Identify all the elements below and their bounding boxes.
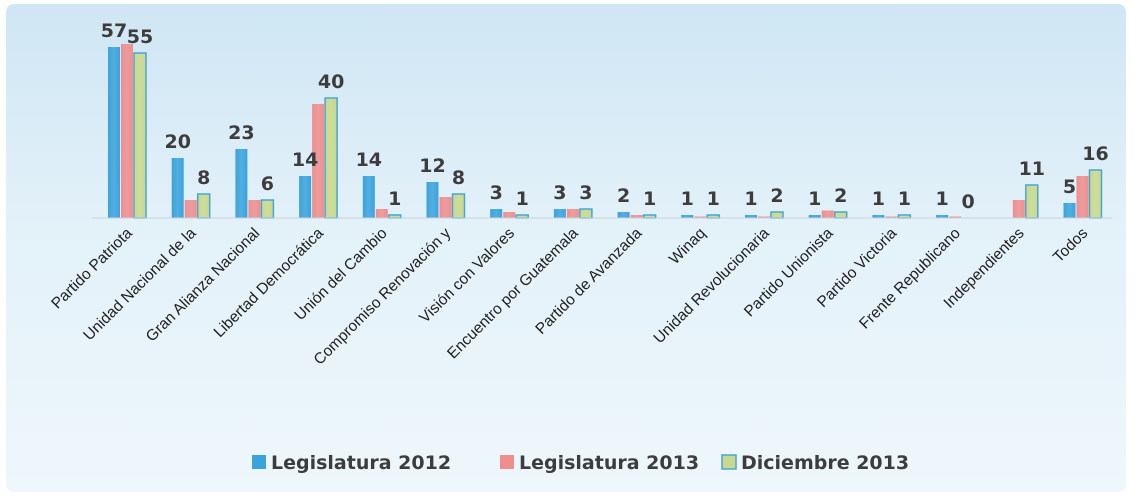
category-label-2: Unidad Nacional de la — [80, 225, 200, 345]
bar-3-11 — [770, 211, 784, 219]
data-label-3-1: 55 — [127, 26, 153, 48]
category-label-16: Todos — [1050, 225, 1091, 266]
data-label-1-3: 23 — [228, 122, 254, 144]
category-label-8: Encuentro por Guatemala — [444, 225, 582, 363]
bar-1-6 — [426, 182, 439, 218]
bar-1-16 — [1063, 203, 1076, 218]
bar-2-8 — [566, 209, 579, 218]
bar-1-12 — [808, 215, 821, 218]
bar-2-6 — [439, 197, 452, 218]
bar-1-7 — [490, 209, 503, 218]
data-label-3-10: 1 — [707, 188, 720, 210]
data-label-3-14: 0 — [961, 191, 974, 213]
data-label-1-14: 1 — [935, 188, 948, 210]
category-label-3: Gran Alianza Nacional — [143, 225, 263, 345]
legend-label-3: Diciembre 2013 — [741, 452, 909, 474]
bar-2-4 — [312, 104, 325, 218]
bar-1-2 — [171, 158, 184, 218]
legend-swatch-1 — [252, 455, 266, 469]
bar-2-16 — [1076, 176, 1089, 218]
legend-swatch-2 — [500, 455, 514, 469]
legend-label-1: Legislatura 2012 — [271, 452, 451, 474]
bar-3-3 — [260, 199, 275, 219]
bar-2-7 — [503, 212, 516, 218]
category-label-4: Libertad Democrática — [211, 225, 327, 341]
chart-background — [6, 4, 1126, 492]
bar-1-14 — [936, 215, 949, 218]
bar-2-3 — [248, 200, 261, 218]
data-label-1-8: 3 — [553, 182, 566, 204]
data-label-3-15: 11 — [1019, 158, 1045, 180]
data-label-3-16: 16 — [1082, 143, 1108, 165]
bar-1-13 — [872, 215, 885, 218]
data-label-3-6: 8 — [452, 167, 465, 189]
category-label-10: Winaq — [666, 225, 709, 268]
legend: Legislatura 2012 Legislatura 2013 Diciembr… — [252, 452, 909, 474]
data-label-3-12: 2 — [834, 185, 847, 207]
bar-3-1 — [133, 52, 147, 219]
data-label-1-7: 3 — [490, 182, 503, 204]
data-label-3-5: 1 — [388, 188, 401, 210]
bar-3-4 — [324, 97, 338, 219]
data-label-3-3: 6 — [261, 173, 274, 195]
bars-group — [108, 44, 1103, 219]
data-label-1-4: 14 — [292, 149, 318, 171]
bar-2-12 — [821, 210, 834, 218]
bar-1-4 — [299, 176, 312, 218]
data-label-1-9: 2 — [617, 185, 630, 207]
bar-2-15 — [1012, 200, 1025, 218]
bar-1-11 — [745, 215, 757, 218]
data-label-3-2: 8 — [197, 167, 210, 189]
bar-1-5 — [362, 176, 375, 218]
bar-1-3 — [235, 149, 248, 218]
bar-2-2 — [184, 200, 197, 218]
category-label-9: Partido de Avanzada — [532, 225, 645, 338]
data-label-1-10: 1 — [681, 188, 694, 210]
bar-2-9 — [630, 215, 643, 218]
data-label-1-16: 5 — [1063, 176, 1076, 198]
data-label-1-12: 1 — [808, 188, 821, 210]
bar-1-8 — [553, 209, 566, 218]
data-label-3-13: 1 — [898, 188, 911, 210]
data-label-3-4: 40 — [318, 71, 344, 93]
data-label-3-9: 1 — [643, 188, 656, 210]
bar-2-5 — [375, 209, 388, 218]
data-label-3-7: 1 — [516, 188, 529, 210]
data-label-1-1: 57 — [101, 20, 127, 42]
category-label-11: Unidad Revolucionaria — [651, 225, 774, 348]
bar-1-9 — [617, 212, 630, 218]
bar-2-11 — [758, 216, 770, 218]
data-label-1-13: 1 — [872, 188, 885, 210]
legend-swatch-3 — [721, 454, 737, 470]
bar-3-15 — [1025, 184, 1039, 219]
bar-3-8 — [579, 208, 593, 219]
bar-1-1 — [108, 47, 120, 218]
data-label-1-6: 12 — [419, 155, 445, 177]
data-label-3-11: 2 — [770, 185, 783, 207]
data-label-3-8: 3 — [579, 182, 592, 204]
bar-3-2 — [196, 193, 211, 219]
bar-2-1 — [121, 44, 133, 218]
legend-label-2: Legislatura 2013 — [519, 452, 699, 474]
data-label-1-2: 20 — [164, 131, 190, 153]
bar-3-12 — [833, 211, 848, 219]
bar-1-10 — [681, 215, 694, 218]
bar-3-6 — [451, 193, 466, 219]
bar-2-14 — [949, 216, 962, 218]
bar-2-10 — [694, 216, 707, 218]
bar-3-16 — [1088, 169, 1103, 219]
data-label-1-5: 14 — [356, 149, 382, 171]
data-label-1-11: 1 — [744, 188, 757, 210]
bar-2-13 — [885, 216, 898, 218]
